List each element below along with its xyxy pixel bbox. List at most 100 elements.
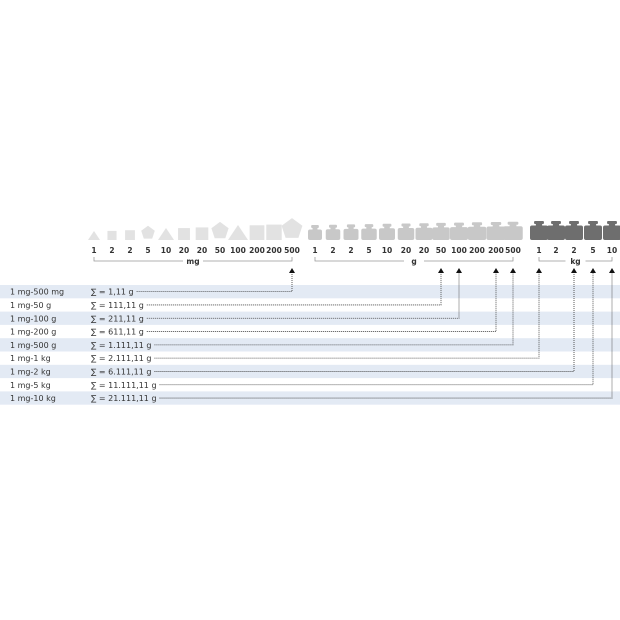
sum-label: ∑ = 1.111,11 g <box>91 341 151 350</box>
cylinder-weight-icon <box>450 222 468 240</box>
unit-bracket <box>538 257 613 262</box>
range-label: 1 mg-1 kg <box>10 354 51 363</box>
arrow-up-icon <box>536 268 542 273</box>
cylinder-weight-icon <box>432 222 450 240</box>
range-label: 1 mg-5 kg <box>10 381 51 390</box>
weight-value-label: 500 <box>505 246 521 255</box>
cylinder-weight-icon <box>530 221 548 240</box>
triangle-weight-icon <box>88 231 100 240</box>
square-weight-icon <box>125 230 135 240</box>
weight-value-label: 20 <box>419 246 429 255</box>
cylinder-weight-icon <box>486 222 506 240</box>
connector-line <box>154 273 514 346</box>
weight-value-label: 200 <box>249 246 265 255</box>
weight-value-label: 20 <box>197 246 207 255</box>
unit-bracket <box>314 257 514 262</box>
arrow-up-icon <box>456 268 462 273</box>
range-label: 1 mg-2 kg <box>10 367 51 376</box>
pentagon-weight-icon <box>211 221 229 239</box>
row-band <box>0 338 620 352</box>
arrow-up-icon <box>590 268 596 273</box>
square-weight-icon <box>266 224 282 240</box>
weight-value-label: 2 <box>109 246 114 255</box>
weight-value-label: 1 <box>91 246 96 255</box>
sum-label: ∑ = 21.111,11 g <box>91 394 157 403</box>
weight-value-label: 2 <box>348 246 353 255</box>
weight-value-label: 5 <box>590 246 595 255</box>
weight-value-label: 200 <box>266 246 282 255</box>
connector-line <box>159 273 594 386</box>
weight-value-label: 50 <box>215 246 225 255</box>
sum-label: ∑ = 1,11 g <box>91 288 134 297</box>
weight-value-label: 2 <box>127 246 132 255</box>
sum-label: ∑ = 6.111,11 g <box>91 367 151 376</box>
weight-value-label: 100 <box>451 246 467 255</box>
square-weight-icon <box>107 230 117 240</box>
cylinder-weight-icon <box>325 224 341 240</box>
weight-value-label: 2 <box>553 246 558 255</box>
weight-value-label: 20 <box>179 246 189 255</box>
cylinder-weight-icon <box>415 223 433 240</box>
range-label: 1 mg-10 kg <box>10 394 56 403</box>
weight-value-label: 50 <box>436 246 446 255</box>
row-band <box>0 311 620 325</box>
square-weight-icon <box>195 227 209 240</box>
weight-value-label: 2 <box>571 246 576 255</box>
weight-value-label: 200 <box>469 246 485 255</box>
triangle-weight-icon <box>158 228 174 240</box>
connector-line <box>159 273 613 399</box>
cylinder-weight-icon <box>379 223 395 240</box>
sum-label: ∑ = 111,11 g <box>91 301 144 310</box>
connector-line <box>146 273 460 319</box>
pentagon-weight-icon <box>281 218 303 238</box>
cylinder-weight-icon <box>343 224 359 240</box>
unit-label: mg <box>186 257 199 266</box>
range-label: 1 mg-200 g <box>10 328 56 337</box>
arrow-up-icon <box>510 268 516 273</box>
sum-label: ∑ = 611,11 g <box>91 328 144 337</box>
sum-label: ∑ = 211,11 g <box>91 314 144 323</box>
square-weight-icon <box>178 228 190 240</box>
triangle-weight-icon <box>228 225 248 240</box>
cylinder-weight-icon <box>397 223 415 240</box>
row-band <box>0 364 620 379</box>
cylinder-weight-icon <box>565 221 583 240</box>
arrow-up-icon <box>493 268 499 273</box>
weight-value-label: 10 <box>161 246 171 255</box>
square-weight-icon <box>249 225 265 240</box>
unit-label: g <box>411 257 416 266</box>
sum-label: ∑ = 11.111,11 g <box>91 381 157 390</box>
weight-value-label: 1 <box>536 246 541 255</box>
cylinder-weight-icon <box>467 222 487 240</box>
unit-label: kg <box>570 257 580 266</box>
range-label: 1 mg-500 g <box>10 341 56 350</box>
weight-value-label: 10 <box>382 246 392 255</box>
row-band <box>0 285 620 299</box>
weight-value-label: 20 <box>401 246 411 255</box>
cylinder-weight-icon <box>584 221 602 240</box>
arrow-up-icon <box>571 268 577 273</box>
weight-value-label: 2 <box>330 246 335 255</box>
connector-line <box>146 273 497 332</box>
connector-line <box>146 273 442 306</box>
range-label: 1 mg-50 g <box>10 301 51 310</box>
weight-value-label: 100 <box>230 246 246 255</box>
cylinder-weight-icon <box>547 221 565 240</box>
weight-value-label: 1 <box>312 246 317 255</box>
range-label: 1 mg-100 g <box>10 314 56 323</box>
arrow-up-icon <box>438 268 444 273</box>
weight-value-label: 5 <box>366 246 371 255</box>
weight-value-label: 500 <box>284 246 300 255</box>
connector-line <box>154 273 540 359</box>
weight-value-label: 200 <box>488 246 504 255</box>
cylinder-weight-icon <box>603 221 620 240</box>
pentagon-weight-icon <box>141 225 155 239</box>
cylinder-weight-icon <box>308 225 322 240</box>
cylinder-weight-icon <box>361 224 377 240</box>
range-label: 1 mg-500 mg <box>10 288 64 297</box>
weight-value-label: 5 <box>145 246 150 255</box>
unit-bracket <box>93 257 293 262</box>
cylinder-weight-icon <box>503 221 523 240</box>
arrow-up-icon <box>289 268 295 273</box>
